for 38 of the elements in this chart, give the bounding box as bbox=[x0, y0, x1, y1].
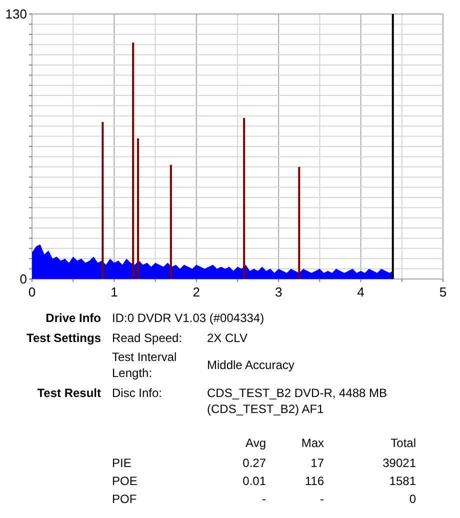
x-tick-label: 3 bbox=[274, 284, 282, 300]
text: Max bbox=[301, 436, 324, 450]
x-tick-label: 2 bbox=[192, 284, 200, 300]
bar bbox=[132, 42, 134, 279]
text: 39021 bbox=[382, 456, 416, 470]
x-tick-label: 4 bbox=[357, 284, 364, 300]
text: Test Interval Length: bbox=[112, 350, 177, 380]
bar bbox=[102, 122, 104, 279]
text: Test Settings bbox=[26, 331, 102, 345]
text: 1581 bbox=[389, 474, 416, 488]
text: Read Speed: bbox=[112, 331, 182, 345]
bar bbox=[243, 118, 246, 279]
bar bbox=[137, 138, 140, 279]
text: 17 bbox=[310, 456, 324, 470]
text: Disc Info: bbox=[112, 386, 162, 400]
text: 0.01 bbox=[242, 474, 266, 488]
text: PIE bbox=[112, 456, 132, 470]
text: 0.27 bbox=[242, 456, 266, 470]
text: 2X CLV bbox=[207, 331, 248, 345]
text: Avg bbox=[246, 436, 266, 450]
text: Total bbox=[390, 436, 416, 450]
bar bbox=[298, 166, 300, 279]
y-tick-label: 130 bbox=[5, 6, 27, 22]
text: 116 bbox=[304, 474, 324, 488]
text: POE bbox=[112, 474, 138, 488]
text: ID:0 DVDR V1.03 (#004334) bbox=[112, 311, 264, 325]
x-tick-label: 1 bbox=[110, 284, 118, 300]
text: - bbox=[262, 492, 266, 506]
text: POF bbox=[112, 492, 137, 506]
text: Drive Info bbox=[46, 311, 101, 325]
text: Test Result bbox=[37, 386, 101, 400]
bar bbox=[170, 164, 172, 279]
text: - bbox=[320, 492, 324, 506]
text: (CDS_TEST_B2) AF1 bbox=[207, 402, 324, 416]
x-tick-label: 5 bbox=[439, 284, 447, 300]
text: CDS_TEST_B2 DVD-R, 4488 MB bbox=[207, 386, 388, 400]
text: Middle Accuracy bbox=[207, 358, 294, 372]
text: 0 bbox=[409, 492, 416, 506]
